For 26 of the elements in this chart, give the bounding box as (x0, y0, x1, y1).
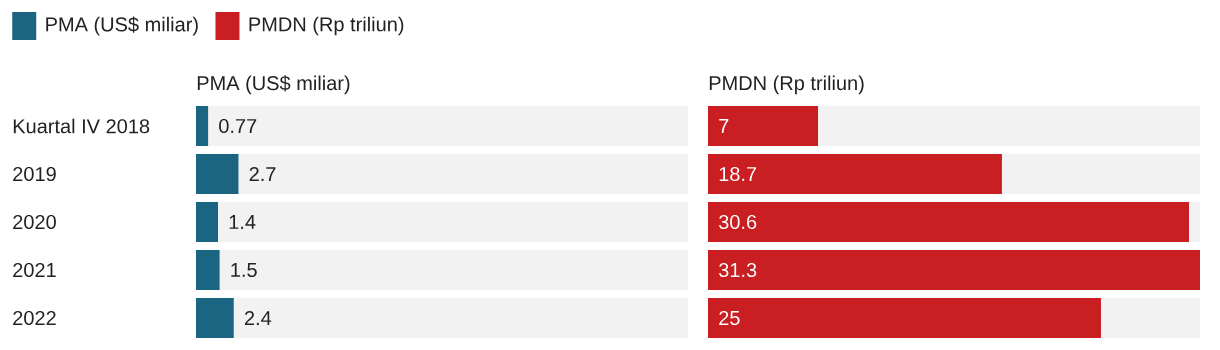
chart-title: PMDN (Rp triliun) (709, 75, 864, 95)
bar (196, 249, 220, 290)
data-label: 1.5 (231, 263, 257, 277)
data-label: 25 (719, 310, 740, 326)
data-label: 7 (719, 119, 729, 133)
data-label: 31.3 (718, 262, 757, 278)
y-tick-label: 2019 (13, 166, 56, 182)
chart-title: PMA (US$ miliar) (197, 75, 350, 95)
bar (708, 106, 819, 146)
y-tick-label: 2022 (13, 310, 56, 326)
y-tick-label: 2020 (13, 214, 56, 230)
data-label: 18.7 (719, 166, 757, 182)
bar (196, 154, 239, 194)
bar (196, 202, 219, 242)
data-label: 2.4 (244, 311, 272, 325)
bar (196, 297, 234, 338)
y-tick-label: Kuartal IV 2018 (13, 118, 150, 134)
data-label: 2.7 (249, 167, 276, 181)
data-label: 1.4 (229, 215, 256, 229)
data-label: 0.77 (219, 118, 257, 134)
bar (708, 202, 1189, 242)
data-label: 30.6 (718, 214, 757, 230)
legend-label: PMA (US$ miliar) (46, 16, 198, 36)
legend-label: PMDN (Rp triliun) (249, 16, 404, 36)
bar (196, 106, 209, 146)
y-tick-label: 2021 (13, 262, 56, 278)
